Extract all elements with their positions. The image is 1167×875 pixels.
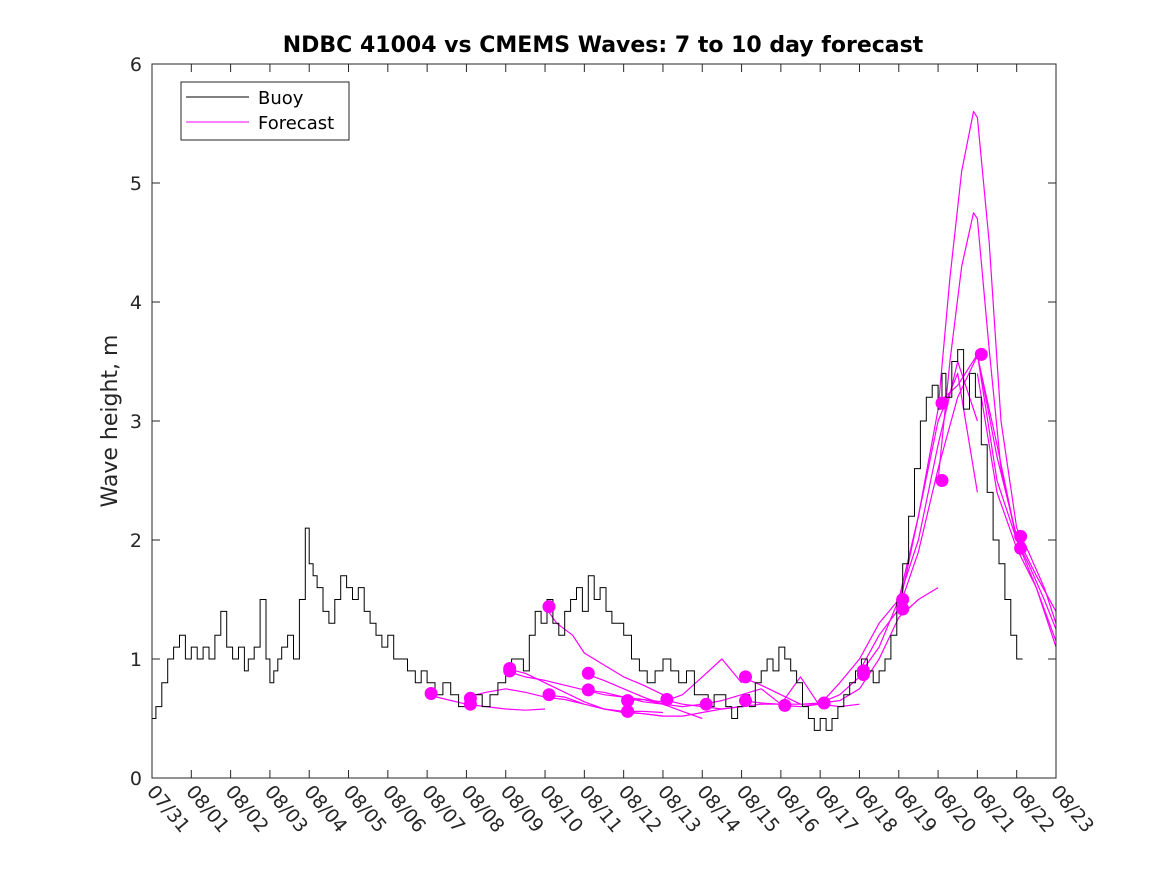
legend-box — [180, 81, 350, 141]
forecast-marker — [621, 694, 635, 708]
legend-forecast-label: Forecast — [258, 113, 334, 134]
forecast-marker — [817, 696, 831, 710]
forecast-series-line — [584, 689, 703, 708]
forecast-series-line — [937, 212, 1057, 630]
y-tick-label: 4 — [130, 292, 142, 314]
forecast-marker — [542, 688, 556, 702]
forecast-series-line — [702, 676, 821, 707]
forecast-marker — [581, 683, 595, 697]
forecast-marker — [896, 602, 910, 616]
forecast-marker — [581, 666, 595, 680]
forecast-series-line — [898, 355, 1018, 610]
y-tick-label: 0 — [130, 768, 142, 790]
forecast-marker — [974, 347, 988, 361]
buoy-series-line — [152, 349, 1023, 731]
forecast-marker — [935, 474, 949, 487]
forecast-series-line — [820, 587, 939, 704]
forecast-series-line — [584, 672, 703, 720]
plot-frame — [151, 63, 1057, 779]
y-tick-label: 3 — [130, 411, 142, 433]
y-axis-label: Wave height, m — [98, 335, 123, 508]
forecast-series-line — [623, 658, 743, 703]
forecast-marker — [463, 697, 477, 711]
y-tick-label: 6 — [130, 54, 142, 76]
forecast-series-line — [544, 694, 664, 714]
forecast-series-line — [662, 698, 781, 710]
forecast-marker — [739, 670, 752, 684]
forecast-marker — [739, 694, 752, 708]
y-tick-label: 5 — [130, 173, 142, 195]
forecast-markers — [424, 347, 1028, 718]
forecast-series-line — [544, 606, 664, 696]
forecast-marker — [621, 704, 635, 718]
forecast-series-line — [741, 676, 860, 705]
forecast-marker — [1014, 541, 1028, 555]
forecast-marker — [935, 396, 949, 410]
forecast-marker — [542, 600, 556, 614]
y-tick-label: 2 — [130, 530, 142, 552]
forecast-marker — [778, 698, 792, 712]
forecast-series-line — [780, 599, 900, 708]
y-tick-label: 1 — [130, 649, 142, 671]
forecast-marker — [856, 668, 870, 681]
forecast-marker — [660, 693, 674, 706]
forecast-marker — [503, 664, 517, 678]
chart-title: NDBC 41004 vs CMEMS Waves: 7 to 10 day f… — [283, 33, 924, 58]
legend: Buoy Forecast — [180, 81, 350, 141]
forecast-series-line — [466, 688, 585, 705]
forecast-marker — [699, 697, 713, 711]
legend-buoy-label: Buoy — [258, 88, 304, 109]
forecast-marker — [1014, 529, 1028, 543]
plot-area — [152, 64, 1056, 778]
forecast-marker — [424, 687, 438, 700]
forecast-marker — [896, 593, 910, 606]
